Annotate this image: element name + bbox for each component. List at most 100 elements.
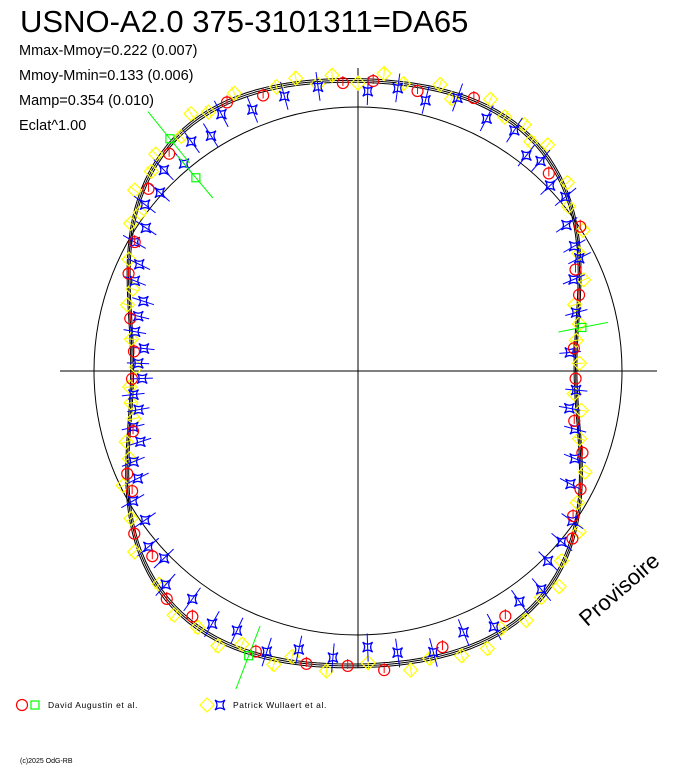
data-point-diamond [284, 648, 300, 665]
error-bar [125, 401, 137, 405]
data-point-star [535, 583, 547, 595]
data-point-circle [126, 484, 139, 498]
data-point-circle [300, 657, 313, 670]
data-point-diamond [132, 204, 149, 221]
data-point-circle [566, 509, 580, 523]
legend-square-icon [30, 700, 40, 710]
error-bar [506, 117, 523, 143]
error-bar [128, 417, 140, 421]
data-point-diamond [183, 105, 199, 122]
data-point-diamond [479, 640, 496, 657]
data-point-star [158, 164, 170, 176]
data-point-diamond [318, 663, 335, 679]
data-point-star [427, 646, 439, 658]
error-bar [293, 71, 298, 85]
data-point-diamond [143, 163, 160, 180]
error-bar [126, 337, 137, 341]
error-bar [134, 208, 146, 217]
model-curve [126, 79, 582, 667]
chart-title: USNO-A2.0 375-3101311=DA65 [20, 4, 469, 39]
data-point-star [140, 222, 152, 234]
data-point-circle [336, 76, 350, 90]
error-bar [121, 392, 145, 397]
data-point-star [132, 357, 144, 369]
error-bar [121, 456, 145, 467]
data-point-star [278, 90, 290, 102]
data-point-diamond [126, 182, 143, 199]
error-bar [569, 302, 580, 307]
data-point-diamond [518, 612, 535, 629]
error-bar [126, 472, 149, 485]
data-point-star [128, 389, 139, 401]
error-bar [132, 346, 155, 351]
error-bar [395, 73, 401, 103]
error-bar [563, 453, 587, 464]
legend-star-icon [214, 699, 226, 711]
error-bar [134, 220, 157, 236]
error-bar [204, 611, 220, 638]
error-bar [246, 95, 259, 123]
data-point-star [132, 310, 144, 322]
stat-eclat: Eclat^1.00 [19, 118, 87, 134]
data-point-diamond [123, 510, 139, 527]
error-bar [554, 187, 577, 206]
data-point-star [293, 644, 305, 655]
data-point-star [129, 236, 141, 248]
error-bar [538, 551, 559, 572]
data-point-star [185, 136, 197, 147]
error-bar [556, 556, 567, 566]
error-bar [486, 613, 502, 641]
error-bar [130, 377, 153, 380]
data-point-star [133, 258, 145, 270]
data-point-circle [378, 664, 391, 677]
error-bar [574, 436, 585, 441]
error-bar [238, 637, 246, 651]
data-point-circle [126, 425, 140, 438]
error-bar [540, 175, 561, 196]
error-bar [315, 71, 321, 101]
data-point-circle [576, 446, 589, 459]
data-point-star [508, 124, 520, 136]
error-bar [531, 578, 552, 602]
data-point-star [451, 92, 463, 104]
data-point-diamond [189, 619, 206, 636]
data-point-diamond [568, 332, 585, 349]
data-point-diamond [200, 104, 217, 120]
error-bar [153, 548, 174, 569]
error-bar [325, 663, 328, 678]
data-point-star [178, 158, 190, 170]
data-point-circle [121, 467, 134, 480]
data-point-circle [257, 89, 270, 102]
error-bar [128, 437, 152, 446]
data-point-square [577, 322, 587, 333]
error-bar [578, 277, 590, 283]
error-bar [127, 286, 139, 292]
data-point-diamond [324, 67, 340, 84]
data-point-diamond [569, 494, 586, 511]
error-bar [572, 499, 583, 507]
data-point-star [458, 626, 470, 638]
data-point-star [520, 150, 532, 162]
error-bar [213, 100, 229, 128]
data-point-circle [163, 147, 176, 160]
data-point-diamond [482, 91, 499, 108]
data-point-star [535, 155, 547, 167]
data-point-star [566, 515, 578, 527]
error-bar [274, 80, 279, 94]
error-bar [452, 83, 464, 112]
legend-diamond-icon [199, 697, 215, 713]
data-point-diamond [573, 402, 590, 419]
data-point-diamond [234, 636, 250, 653]
data-point-star [488, 621, 500, 633]
error-bar [183, 587, 201, 612]
data-point-star [132, 472, 144, 484]
error-bar [558, 321, 609, 333]
data-point-star [362, 641, 374, 653]
data-point-circle [160, 592, 173, 605]
error-bar [409, 663, 413, 678]
data-point-star [142, 541, 154, 553]
error-bar [295, 635, 303, 665]
data-point-star [134, 436, 146, 448]
data-point-circle [566, 532, 579, 545]
data-point-diamond [571, 355, 588, 372]
